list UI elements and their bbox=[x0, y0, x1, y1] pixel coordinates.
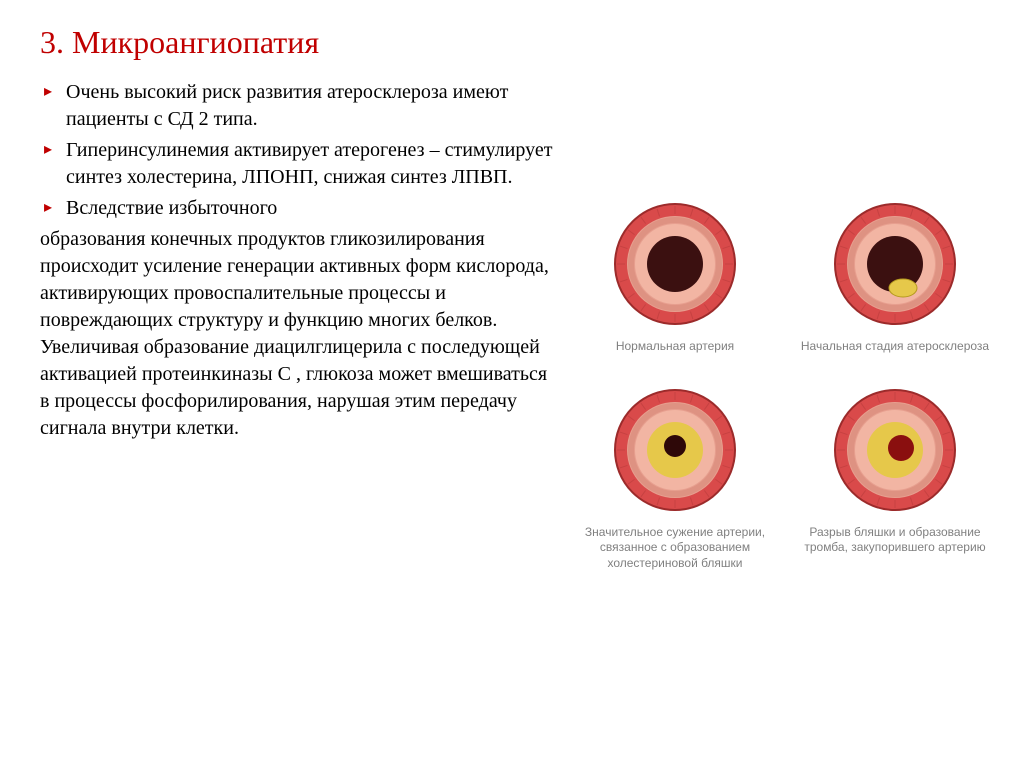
continuation-text: образования конечных продуктов гликозили… bbox=[40, 226, 560, 442]
bullet-item: Вследствие избыточного bbox=[40, 195, 560, 222]
figure-grid: Нормальная артерия Начальная стадия атеро… bbox=[580, 199, 990, 571]
figure-caption: Значительное сужение артерии, связанное … bbox=[580, 525, 770, 572]
artery-icon bbox=[830, 199, 960, 329]
artery-figure: Нормальная артерия bbox=[580, 199, 770, 355]
artery-figure: Разрыв бляшки и образование тромба, заку… bbox=[800, 385, 990, 572]
figure-caption: Разрыв бляшки и образование тромба, заку… bbox=[800, 525, 990, 556]
artery-icon bbox=[610, 385, 740, 515]
content-area: Очень высокий риск развития атеросклероз… bbox=[40, 79, 984, 571]
artery-icon bbox=[610, 199, 740, 329]
page-title: 3. Микроангиопатия bbox=[40, 24, 984, 61]
artery-figure: Значительное сужение артерии, связанное … bbox=[580, 385, 770, 572]
figure-caption: Начальная стадия атеросклероза bbox=[801, 339, 989, 355]
bullet-item: Гиперинсулинемия активирует атерогенез –… bbox=[40, 137, 560, 191]
artery-icon bbox=[830, 385, 960, 515]
artery-figure: Начальная стадия атеросклероза bbox=[800, 199, 990, 355]
text-column: Очень высокий риск развития атеросклероз… bbox=[40, 79, 560, 442]
bullet-list: Очень высокий риск развития атеросклероз… bbox=[40, 79, 560, 222]
figure-column: Нормальная артерия Начальная стадия атеро… bbox=[560, 79, 990, 571]
figure-caption: Нормальная артерия bbox=[616, 339, 734, 355]
bullet-item: Очень высокий риск развития атеросклероз… bbox=[40, 79, 560, 133]
